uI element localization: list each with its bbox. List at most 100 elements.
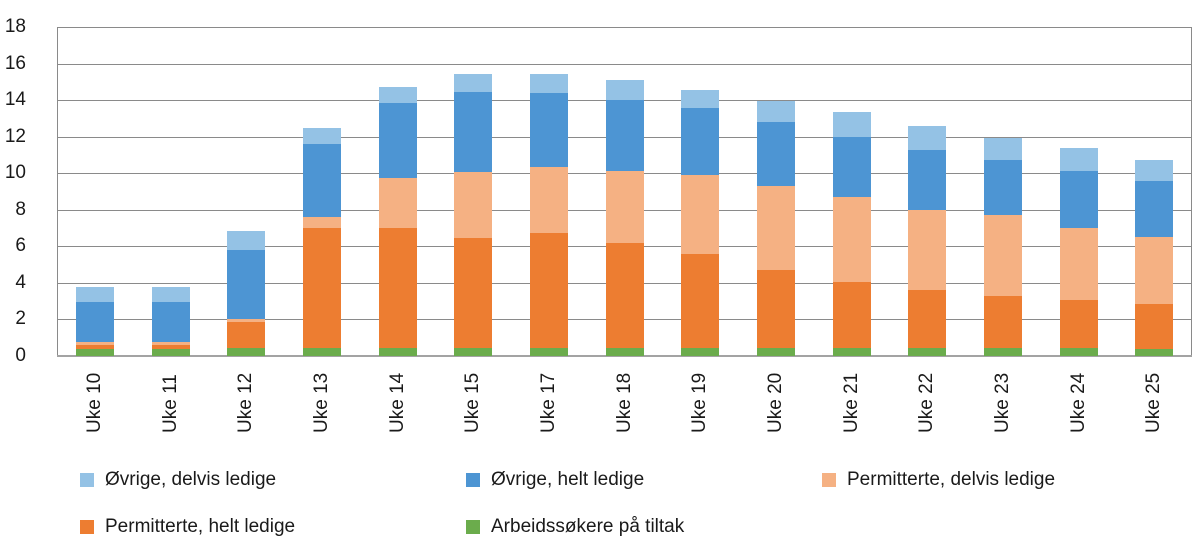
- bar-segment: [454, 347, 493, 356]
- bar-segment: [605, 242, 644, 348]
- bar-segment: [1059, 347, 1098, 356]
- x-tick-label: Uke 19: [689, 372, 711, 433]
- bar-segment: [378, 347, 417, 356]
- bar-segment: [378, 177, 417, 229]
- bar-segment: [1135, 160, 1174, 181]
- x-tick-label: Uke 22: [916, 372, 938, 433]
- y-tick-label: 18: [4, 16, 26, 37]
- bar-segment: [378, 87, 417, 103]
- x-tick-label: Uke 21: [840, 372, 862, 433]
- bar-segment: [227, 250, 266, 319]
- x-tick-label: Uke 10: [83, 372, 105, 433]
- bar-segment: [908, 347, 947, 356]
- y-tick-label: 2: [15, 308, 26, 330]
- bar-segment: [756, 270, 795, 348]
- bar-segment: [983, 347, 1022, 356]
- bar-segment: [832, 281, 871, 348]
- x-tick-label: Uke 13: [310, 372, 332, 433]
- bar-segment: [1135, 237, 1174, 304]
- bar-segment: [454, 238, 493, 348]
- legend-swatch-icon: [80, 520, 94, 534]
- bar-segment: [908, 150, 947, 210]
- y-tick-label: 8: [15, 198, 26, 220]
- bar-segment: [151, 302, 190, 343]
- bar-segment: [756, 101, 795, 123]
- x-tick-label: Uke 20: [764, 372, 786, 433]
- bar-segment: [983, 137, 1022, 161]
- bar-segment: [529, 92, 568, 167]
- y-axis-line: [57, 27, 58, 356]
- bar-segment: [908, 290, 947, 348]
- legend-label: Øvrige, delvis ledige: [105, 469, 277, 490]
- legend-swatch-icon: [466, 473, 480, 487]
- legend-item: Øvrige, delvis ledige: [80, 469, 276, 491]
- bar-segment: [529, 73, 568, 93]
- bar-segment: [302, 128, 341, 144]
- bar-segment: [983, 295, 1022, 348]
- bar-segment: [1059, 228, 1098, 301]
- bar-segment: [302, 143, 341, 218]
- legend-item: Permitterte, delvis ledige: [822, 469, 1055, 491]
- bar-segment: [832, 347, 871, 356]
- bar-segment: [378, 228, 417, 348]
- y-tick-label: 16: [4, 52, 26, 74]
- bar-segment: [529, 347, 568, 356]
- legend-item: Øvrige, helt ledige: [466, 469, 644, 491]
- bar-segment: [908, 209, 947, 291]
- x-tick-label: Uke 18: [613, 372, 635, 433]
- bar-segment: [227, 318, 266, 323]
- legend-label: Permitterte, delvis ledige: [847, 469, 1056, 490]
- y-tick-label: 0: [15, 345, 26, 366]
- bar-segment: [681, 347, 720, 356]
- bar-segment: [681, 108, 720, 176]
- legend-swatch-icon: [80, 473, 94, 487]
- y-tick-label: 6: [15, 235, 26, 257]
- x-axis-line: [57, 355, 1192, 357]
- bar-segment: [756, 186, 795, 271]
- bar-segment: [529, 166, 568, 233]
- y-tick-label: 10: [4, 162, 26, 184]
- legend-item: Permitterte, helt ledige: [80, 516, 295, 538]
- bar-segment: [832, 136, 871, 197]
- legend-label: Arbeidssøkere på tiltak: [491, 516, 685, 537]
- bar-segment: [681, 175, 720, 254]
- bar-segment: [756, 347, 795, 356]
- bar-segment: [529, 232, 568, 348]
- plot-right-border: [1191, 27, 1192, 356]
- bar-segment: [302, 347, 341, 356]
- bar-segment: [302, 217, 341, 229]
- bar-segment: [1135, 348, 1174, 356]
- bar-segment: [151, 345, 190, 349]
- bar-segment: [454, 91, 493, 173]
- legend-label: Øvrige, helt ledige: [491, 469, 645, 490]
- bar-segment: [1059, 147, 1098, 172]
- y-tick-label: 12: [4, 125, 26, 147]
- bar-segment: [151, 286, 190, 303]
- bar-segment: [227, 230, 266, 250]
- bar-segment: [75, 345, 114, 349]
- bar-segment: [681, 90, 720, 109]
- x-tick-label: Uke 23: [991, 372, 1013, 433]
- legend-label: Permitterte, helt ledige: [105, 516, 296, 537]
- bar-segment: [832, 197, 871, 282]
- bar-segment: [302, 228, 341, 348]
- bar-segment: [75, 348, 114, 356]
- bar-segment: [832, 112, 871, 137]
- bar-segment: [983, 160, 1022, 216]
- bar-segment: [1059, 300, 1098, 348]
- bar-segment: [605, 171, 644, 243]
- x-tick-label: Uke 25: [1143, 372, 1165, 433]
- bar-segment: [605, 347, 644, 356]
- bar-segment: [454, 172, 493, 239]
- bar-segment: [75, 342, 114, 346]
- bar-segment: [1135, 180, 1174, 238]
- bar-segment: [454, 73, 493, 92]
- bar-segment: [75, 286, 114, 303]
- x-tick-label: Uke 24: [1067, 372, 1089, 433]
- bar-segment: [378, 102, 417, 178]
- x-tick-label: Uke 15: [462, 372, 484, 433]
- y-tick-label: 4: [15, 271, 26, 293]
- x-tick-label: Uke 17: [537, 372, 559, 433]
- bar-segment: [983, 215, 1022, 296]
